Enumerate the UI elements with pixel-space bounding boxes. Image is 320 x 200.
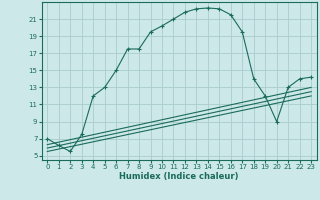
X-axis label: Humidex (Indice chaleur): Humidex (Indice chaleur): [119, 172, 239, 181]
